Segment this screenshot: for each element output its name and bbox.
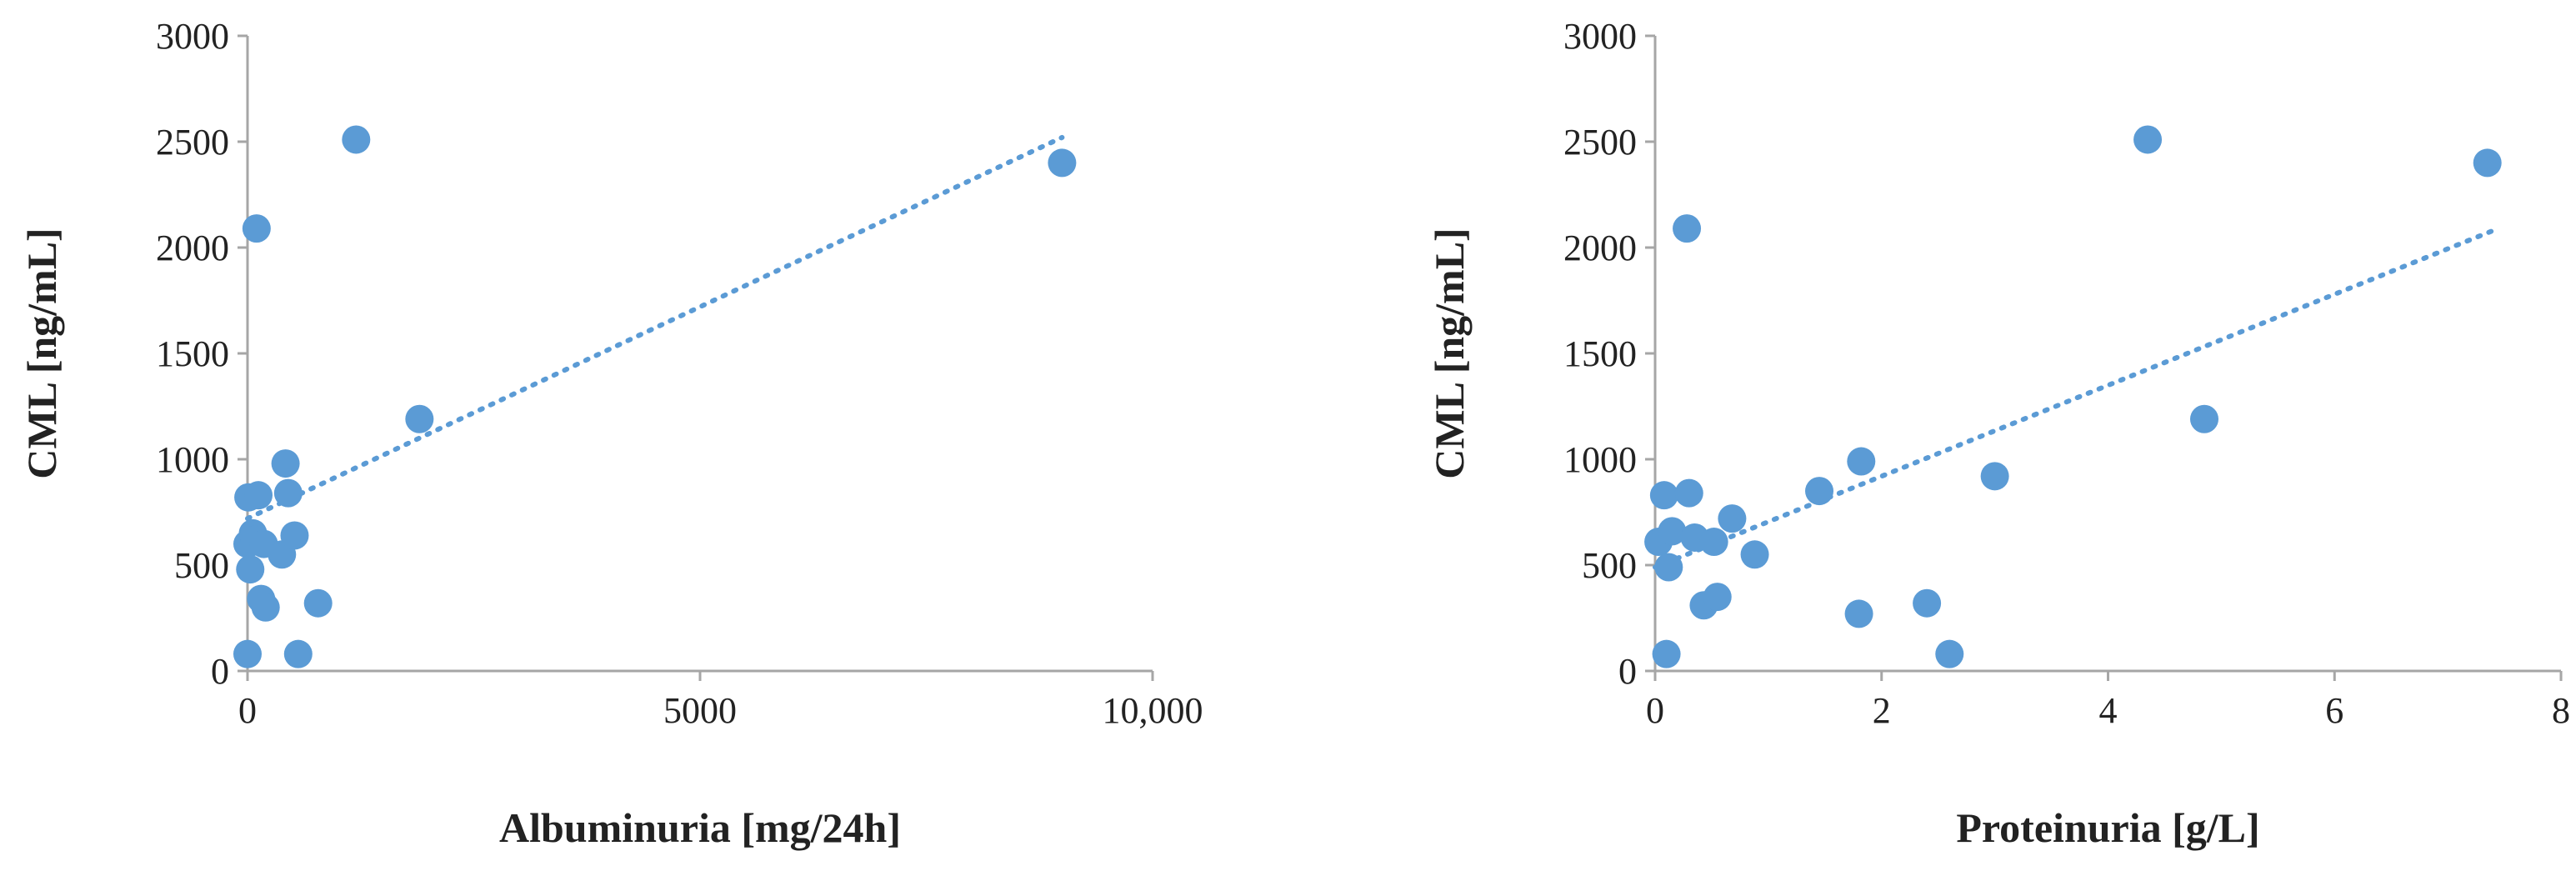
proteinuria-data-point [2473,148,2502,178]
albuminuria-y-tick-label: 0 [211,651,229,692]
albuminuria-y-axis-title: CML [ng/mL] [18,228,65,478]
proteinuria-y-tick-label: 0 [1618,651,1637,692]
albuminuria-y-tick-label: 2500 [156,122,229,163]
albuminuria-chart: 0 500 1000 1500 2000 2500 3000 0 5000 10,000 Album… [18,16,1203,851]
albuminuria-data-point [280,521,309,550]
proteinuria-data-point [1654,553,1683,582]
proteinuria-y-tick-label: 500 [1582,545,1637,586]
proteinuria-data-point [1847,447,1876,476]
albuminuria-data-point [271,449,300,478]
albuminuria-data-point [283,639,313,668]
albuminuria-trendline [245,134,1065,522]
albuminuria-data-point [233,639,262,668]
proteinuria-data-point [1935,639,1964,668]
proteinuria-data-point [1673,214,1702,243]
proteinuria-data-point [1699,528,1728,557]
proteinuria-data-point [1844,599,1873,628]
albuminuria-data-point [242,214,271,243]
albuminuria-data-point [236,555,265,584]
albuminuria-y-tick-label: 2000 [156,228,229,268]
proteinuria-x-tick-label: 4 [2099,690,2118,731]
proteinuria-trendline [1653,228,2496,570]
albuminuria-data-point [405,404,434,433]
proteinuria-y-tick-label: 3000 [1563,16,1637,57]
albuminuria-y-tick-label: 1500 [156,333,229,374]
albuminuria-x-tick-label: 10,000 [1103,690,1203,731]
proteinuria-data-point [1718,504,1747,533]
proteinuria-x-axis-title: Proteinuria [g/L] [1956,804,2259,851]
proteinuria-data-point [1805,477,1834,506]
albuminuria-data-point [303,588,333,618]
proteinuria-data-point [1703,583,1732,612]
proteinuria-y-tick-label: 2500 [1563,122,1637,163]
proteinuria-data-point [2189,404,2218,433]
proteinuria-x-tick-label: 2 [1873,690,1891,731]
proteinuria-y-axis-title: CML [ng/mL] [1426,228,1473,478]
proteinuria-data-point [1740,540,1769,569]
albuminuria-data-point [342,125,371,154]
albuminuria-x-axis-title: Albuminuria [mg/24h] [499,804,901,851]
proteinuria-x-tick-label: 8 [2552,690,2570,731]
proteinuria-data-point [2133,125,2163,154]
albuminuria-y-tick-label: 500 [174,545,229,586]
albuminuria-x-tick-label: 0 [238,690,257,731]
proteinuria-data-point [1658,517,1687,546]
proteinuria-y-tick-label: 2000 [1563,228,1637,268]
proteinuria-y-tick-label: 1000 [1563,439,1637,480]
proteinuria-x-tick-label: 6 [2325,690,2343,731]
albuminuria-data-point [244,481,273,510]
albuminuria-y-tick-label: 3000 [156,16,229,57]
albuminuria-y-tick-label: 1000 [156,439,229,480]
proteinuria-data-point [1674,478,1703,508]
proteinuria-data-point [1980,462,2009,491]
albuminuria-data-point [273,478,303,508]
albuminuria-data-point [1048,148,1077,178]
albuminuria-data-point [251,593,280,622]
proteinuria-data-point [1913,588,1942,618]
proteinuria-y-tick-label: 1500 [1563,333,1637,374]
albuminuria-x-tick-label: 5000 [663,690,737,731]
proteinuria-chart: 0 500 1000 1500 2000 2500 3000 0 2 4 6 8 Proteinuria… [1426,16,2570,851]
proteinuria-data-point [1649,481,1678,510]
proteinuria-x-tick-label: 0 [1646,690,1664,731]
proteinuria-data-point [1652,639,1681,668]
